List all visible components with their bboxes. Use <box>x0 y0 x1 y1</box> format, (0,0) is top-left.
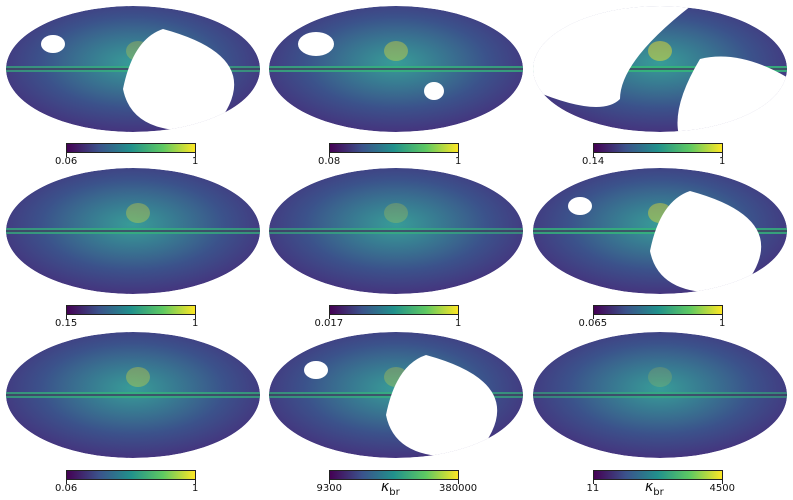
colorbar-tick-max <box>722 315 723 319</box>
sky-map-panel-2: 0.08 1 <box>267 4 525 174</box>
colorbar <box>66 305 196 315</box>
colorbar-min-label: 0.065 <box>578 318 608 329</box>
sky-map <box>533 168 787 294</box>
sky-map-panel-7: 0.06 1 <box>4 330 262 500</box>
colorbar-tick-min <box>593 315 594 319</box>
colorbar <box>329 470 459 480</box>
colorbar <box>66 143 196 153</box>
colorbar-tick-min <box>593 153 594 157</box>
colorbar-max-label: 1 <box>455 156 462 167</box>
sky-map-panel-9: 11 4500 κbr <box>531 330 789 500</box>
colorbar-unit-label: κbr <box>381 479 400 498</box>
colorbar-tick-max <box>195 153 196 157</box>
colorbar-max-label: 4500 <box>709 483 735 494</box>
sky-map <box>533 6 787 132</box>
colorbar <box>66 470 196 480</box>
colorbar-tick-min <box>329 315 330 319</box>
colorbar-tick-min <box>66 315 67 319</box>
sky-map-panel-3: 0.14 1 <box>531 4 789 174</box>
colorbar-min-label: 11 <box>586 483 600 494</box>
sky-map <box>533 332 787 458</box>
sky-map <box>6 6 260 132</box>
sky-map-panel-6: 0.065 1 <box>531 166 789 336</box>
colorbar-min-label: 9300 <box>316 483 342 494</box>
sky-map <box>269 6 523 132</box>
colorbar-tick-min <box>593 480 594 484</box>
colorbar-tick-max <box>458 315 459 319</box>
sky-map-panel-5: 0.017 1 <box>267 166 525 336</box>
colorbar-min-label: 0.06 <box>55 156 78 167</box>
sky-map-panel-8: 9300 380000 κbr <box>267 330 525 500</box>
sky-map <box>6 168 260 294</box>
colorbar-max-label: 1 <box>192 156 199 167</box>
colorbar-max-label: 1 <box>192 483 199 494</box>
sky-map <box>269 168 523 294</box>
colorbar-max-label: 1 <box>455 318 462 329</box>
colorbar-min-label: 0.15 <box>55 318 78 329</box>
sky-map <box>269 332 523 458</box>
sky-map-panel-4: 0.15 1 <box>4 166 262 336</box>
colorbar-tick-min <box>66 480 67 484</box>
colorbar <box>329 305 459 315</box>
colorbar-min-label: 0.08 <box>318 156 341 167</box>
colorbar-tick-max <box>195 480 196 484</box>
colorbar-tick-max <box>722 480 723 484</box>
colorbar-tick-min <box>329 480 330 484</box>
colorbar-max-label: 1 <box>192 318 199 329</box>
colorbar-tick-max <box>722 153 723 157</box>
colorbar <box>593 470 723 480</box>
colorbar-tick-max <box>195 315 196 319</box>
colorbar-tick-min <box>66 153 67 157</box>
colorbar-min-label: 0.14 <box>582 156 605 167</box>
colorbar-min-label: 0.06 <box>55 483 78 494</box>
colorbar <box>329 143 459 153</box>
colorbar-max-label: 1 <box>719 156 726 167</box>
colorbar-tick-max <box>458 480 459 484</box>
colorbar <box>593 305 723 315</box>
colorbar-tick-min <box>329 153 330 157</box>
colorbar-tick-max <box>458 153 459 157</box>
colorbar-unit-label: κbr <box>645 479 664 498</box>
colorbar-max-label: 1 <box>719 318 726 329</box>
colorbar-min-label: 0.017 <box>314 318 344 329</box>
sky-map <box>6 332 260 458</box>
sky-map-panel-1: 0.06 1 <box>4 4 262 174</box>
colorbar-max-label: 380000 <box>439 483 478 494</box>
colorbar <box>593 143 723 153</box>
